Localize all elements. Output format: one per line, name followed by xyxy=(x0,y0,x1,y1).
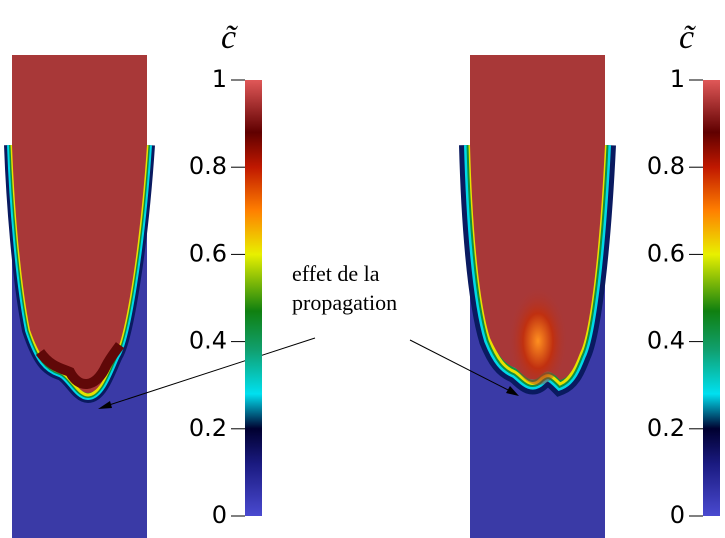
tick-label: 0 xyxy=(212,501,227,529)
tick-label: 0.2 xyxy=(189,414,227,442)
tick-label: 0.2 xyxy=(647,414,685,442)
tick-label: 1 xyxy=(212,65,227,93)
annotation-line: propagation xyxy=(292,290,397,315)
tick-label: 1 xyxy=(670,65,685,93)
annotation-arrows xyxy=(98,337,519,409)
annotation-line: effet de la xyxy=(292,261,380,286)
tick-label: 0.6 xyxy=(647,239,685,267)
colorbar xyxy=(703,80,720,516)
field-left xyxy=(4,55,155,538)
colorbar-label: c̃ xyxy=(679,19,696,56)
tick-label: 0.6 xyxy=(189,239,227,267)
tick-label: 0.8 xyxy=(647,152,685,180)
field-right xyxy=(459,55,616,538)
tick-label: 0.8 xyxy=(189,152,227,180)
tick-label: 0.4 xyxy=(647,327,685,355)
tick-label: 0.4 xyxy=(189,327,227,355)
tick-label: 0 xyxy=(670,501,685,529)
colorbar-label: c̃ xyxy=(221,19,238,56)
colorbar xyxy=(245,80,262,516)
